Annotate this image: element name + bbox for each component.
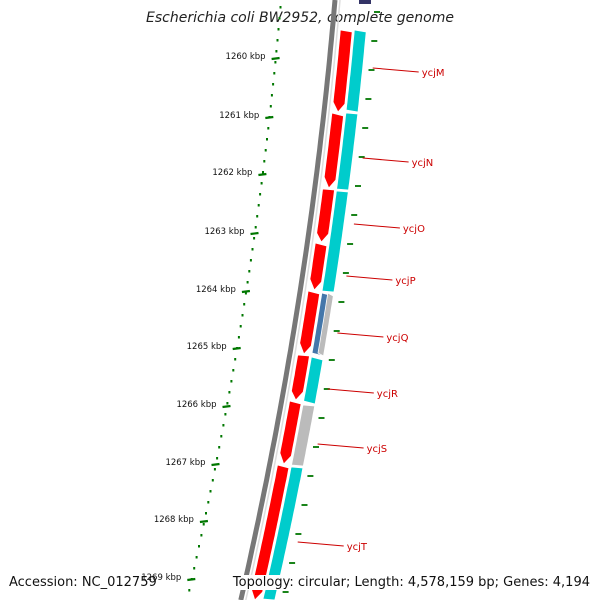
reverse-cds[interactable] <box>336 112 359 191</box>
reverse-cds[interactable] <box>262 466 304 600</box>
scale-dots <box>188 6 282 592</box>
topology-summary: Topology: circular; Length: 4,578,159 bp… <box>228 575 590 590</box>
scale-tick-label: 1263 kbp <box>204 227 244 237</box>
gene-label[interactable]: ycjQ <box>386 333 408 344</box>
scale-tick-label: 1260 kbp <box>226 52 266 62</box>
scale-tick-label: 1265 kbp <box>187 342 227 352</box>
gene-label[interactable]: ycjT <box>347 542 368 553</box>
gene-label[interactable]: ycjN <box>412 158 434 169</box>
forward-cds[interactable] <box>323 112 344 189</box>
gene-label[interactable]: ycjR <box>377 389 398 400</box>
outer-ticks <box>282 11 380 593</box>
forward-cds[interactable] <box>332 29 353 113</box>
scale-tick-label: 1261 kbp <box>219 111 259 121</box>
gene-label[interactable]: ycjS <box>367 444 388 455</box>
scale-tick-label: 1268 kbp <box>154 515 194 525</box>
reverse-cds[interactable] <box>291 404 316 467</box>
accession-text: Accession: NC_012759 <box>9 575 157 590</box>
scale-tick-label: 1262 kbp <box>212 168 252 178</box>
reverse-cds[interactable] <box>303 356 324 405</box>
reverse-cds-track[interactable] <box>262 0 371 600</box>
reverse-cds[interactable] <box>345 29 367 113</box>
reverse-cds[interactable] <box>321 190 349 293</box>
scale-ticks: 1260 kbp 1261 kbp 1262 kbp 1263 kbp 1264 kbp… <box>141 52 280 583</box>
forward-cds[interactable] <box>299 290 321 355</box>
gene-labels[interactable]: ycjM ycjN ycjO ycjP ycjQ ycjR ycjS ycjT <box>297 67 445 553</box>
forward-cds[interactable] <box>316 188 335 243</box>
map-title: Escherichia coli BW2952, complete genome <box>146 10 454 26</box>
scale-tick-label: 1264 kbp <box>196 285 236 295</box>
forward-cds[interactable] <box>309 242 328 291</box>
scale-tick-label: 1269 kbp <box>141 573 181 583</box>
gene-label[interactable]: ycjO <box>403 224 425 235</box>
scale-tick-label: 1267 kbp <box>165 458 205 468</box>
scale-tick-label: 1266 kbp <box>176 400 216 410</box>
reverse-cds-part[interactable] <box>317 292 334 357</box>
gene-label[interactable]: ycjM <box>422 68 445 79</box>
forward-cds-track[interactable] <box>250 29 353 600</box>
forward-cds[interactable] <box>290 354 310 401</box>
genome-backbone <box>238 0 341 600</box>
gene-label[interactable]: ycjP <box>395 276 415 287</box>
forward-cds[interactable] <box>250 464 290 600</box>
forward-cds[interactable] <box>279 400 302 465</box>
